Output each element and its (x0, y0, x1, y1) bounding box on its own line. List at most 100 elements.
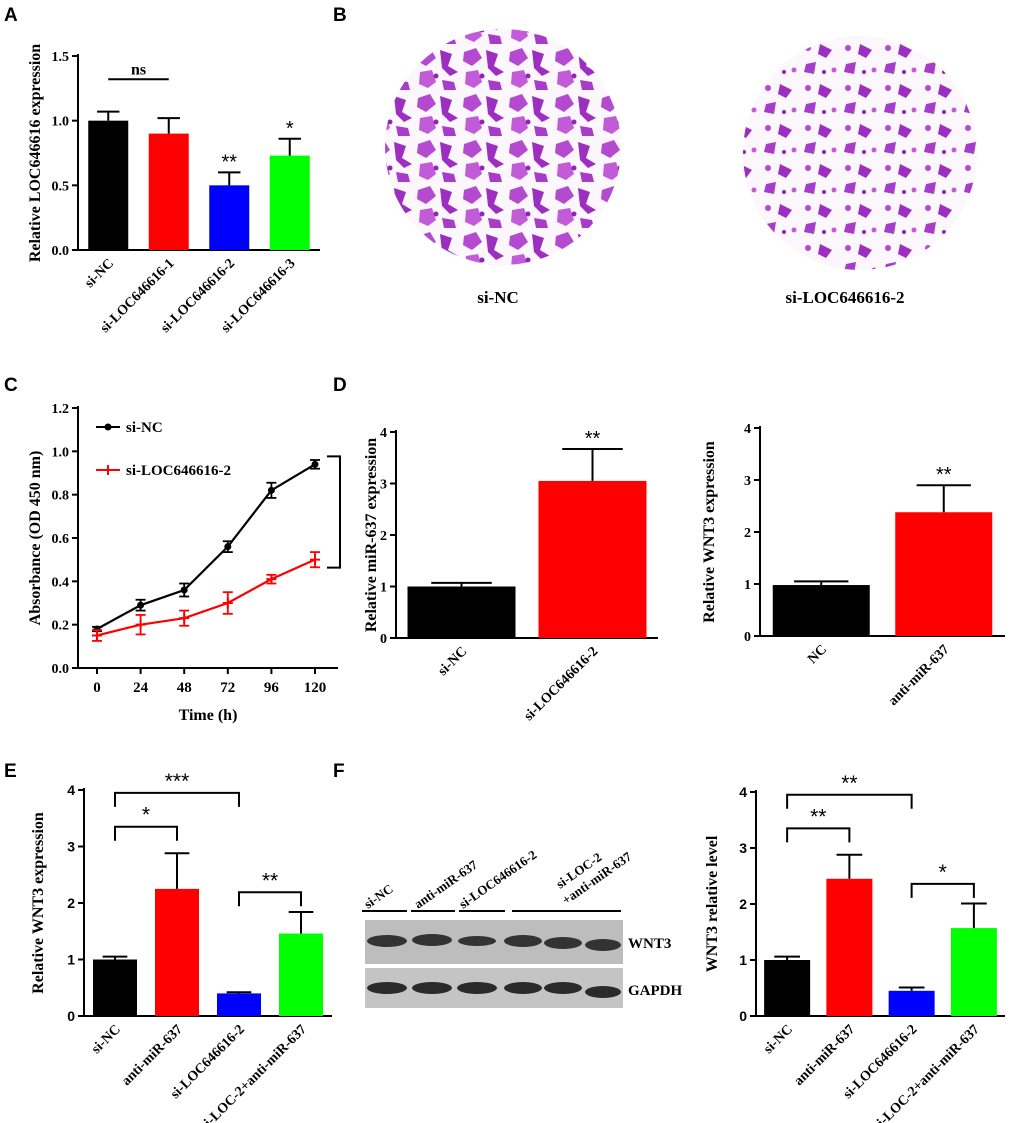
y-tick-label: 2 (739, 896, 747, 912)
y-tick-label: 4 (739, 784, 747, 800)
panel-letter-b: B (333, 5, 347, 26)
y-tick-label: 1 (67, 952, 75, 968)
x-tick-label: 24 (133, 680, 149, 696)
significance-bracket (238, 891, 302, 907)
colonies-si-nc (385, 29, 621, 265)
significance-label: ns (131, 61, 146, 78)
y-tick-label: 2 (67, 895, 75, 911)
y-tick-label: 3 (67, 839, 75, 855)
y-axis-label: Relative WNT3 expression (30, 812, 47, 994)
y-axis-label: Relative LOC646616 expression (27, 44, 44, 262)
chart-a: 0.0 0.5 1.0 1.5 Relative LOC646616 expressio… (27, 44, 320, 336)
data-point (310, 554, 320, 565)
significance-mark: ** (585, 428, 601, 450)
series-line-si-nc (96, 463, 316, 630)
gapdh-bands (367, 982, 621, 998)
bar-si-nc (93, 959, 137, 1016)
y-tick-label: 0.0 (52, 244, 70, 259)
y-tick-label: 1.0 (52, 445, 70, 460)
y-tick-label: 0.5 (52, 179, 70, 194)
y-axis-label: WNT3 relative level (704, 835, 721, 972)
y-axis-label: Relative WNT3 expression (701, 441, 718, 623)
significance-label: *** (165, 770, 190, 793)
well-caption-si-nc: si-NC (477, 288, 519, 307)
data-point (224, 543, 232, 551)
significance-label: * (939, 861, 947, 884)
x-tick-label: 96 (264, 680, 280, 696)
comparison-bracket (327, 455, 341, 569)
y-tick-label: 0.8 (52, 489, 70, 504)
wnt3-bands (367, 934, 621, 951)
significance-label: ** (841, 772, 857, 795)
bar-si-loc646616-2 (538, 480, 647, 638)
data-point (179, 613, 190, 624)
data-point (222, 598, 233, 608)
y-tick-label: 3 (739, 840, 747, 856)
category-label: si-LOC646616-2 (521, 644, 601, 724)
panel-letter-e: E (4, 761, 17, 782)
data-point (266, 574, 277, 585)
data-point (180, 586, 188, 594)
significance-mark: ** (936, 464, 952, 486)
y-tick-label: 0 (67, 1008, 75, 1024)
panel-letter-d: D (333, 375, 347, 396)
band-label-wnt3: WNT3 (628, 936, 671, 952)
y-tick-label: 0 (744, 630, 751, 645)
y-tick-label: 2 (380, 529, 387, 544)
data-point (267, 486, 275, 494)
y-tick-label: 1.5 (52, 50, 70, 65)
y-tick-label: 4 (380, 426, 387, 441)
significance-mark: * (286, 118, 294, 140)
bar-anti-mir-637 (826, 878, 873, 1016)
y-tick-label: 3 (380, 478, 387, 493)
bar-si-loc646616-2 (217, 993, 261, 1016)
bar-si-loc-2-anti-mir-637 (950, 928, 997, 1016)
bar-si-nc (88, 120, 129, 251)
x-axis-label: Time (h) (179, 707, 238, 724)
bar-anti-mir-637 (895, 512, 993, 636)
y-tick-label: 4 (744, 422, 751, 437)
legend-marker (104, 423, 112, 431)
significance-label: * (142, 804, 150, 827)
category-label: anti-miR-637 (119, 1022, 186, 1089)
data-point (92, 630, 102, 641)
y-tick-label: 1 (380, 581, 387, 596)
y-axis-label: Relative miR-637 expression (363, 438, 380, 632)
significance-bracket (114, 825, 178, 841)
bar-si-loc646616-2 (209, 185, 250, 250)
significance-bracket (786, 827, 851, 843)
significance-mark: ** (221, 151, 237, 173)
x-tick-label: 0 (93, 680, 101, 696)
y-tick-label: 4 (67, 782, 75, 798)
x-tick-label: 48 (177, 680, 192, 696)
category-label: NC (805, 642, 830, 667)
bar-si-nc (407, 586, 516, 638)
chart-d2: 0 1 2 3 4 Relative WNT3 expression NC ** anti-mi… (701, 422, 1005, 709)
x-tick-label: 72 (220, 680, 235, 696)
category-label: si-LOC-2+anti-miR-637 (871, 1022, 983, 1123)
legend-marker (103, 465, 113, 475)
x-tick-label: 120 (304, 680, 327, 696)
panel-letter-f: F (333, 761, 345, 782)
legend-label: si-NC (126, 420, 163, 436)
series-line-si-loc646616-2 (96, 558, 316, 637)
y-tick-label: 0.4 (52, 575, 70, 590)
significance-bracket (910, 882, 975, 898)
y-tick-label: 0.6 (52, 532, 70, 547)
y-tick-label: 0 (739, 1008, 747, 1024)
panel-b: si-NC si-LOC646616-2 (385, 29, 977, 307)
data-point (311, 460, 319, 468)
y-tick-label: 3 (744, 474, 751, 489)
category-label: si-NC (89, 1022, 124, 1057)
colonies-si-loc646616-2 (743, 36, 977, 270)
y-tick-label: 1.0 (52, 115, 70, 130)
lane-header-si-nc: si-NC (361, 881, 396, 912)
chart-c: 0.0 0.2 0.4 0.6 0.8 1.0 1.2 0 24 48 72 96 120 Time (h… (27, 402, 341, 724)
legend-label: si-LOC646616-2 (126, 463, 231, 479)
data-point (135, 619, 146, 630)
category-label: si-LOC-2+anti-miR-637 (198, 1022, 310, 1123)
bar-si-loc-2-anti-mir-637 (279, 933, 323, 1016)
bar-anti-mir-637 (155, 888, 199, 1016)
